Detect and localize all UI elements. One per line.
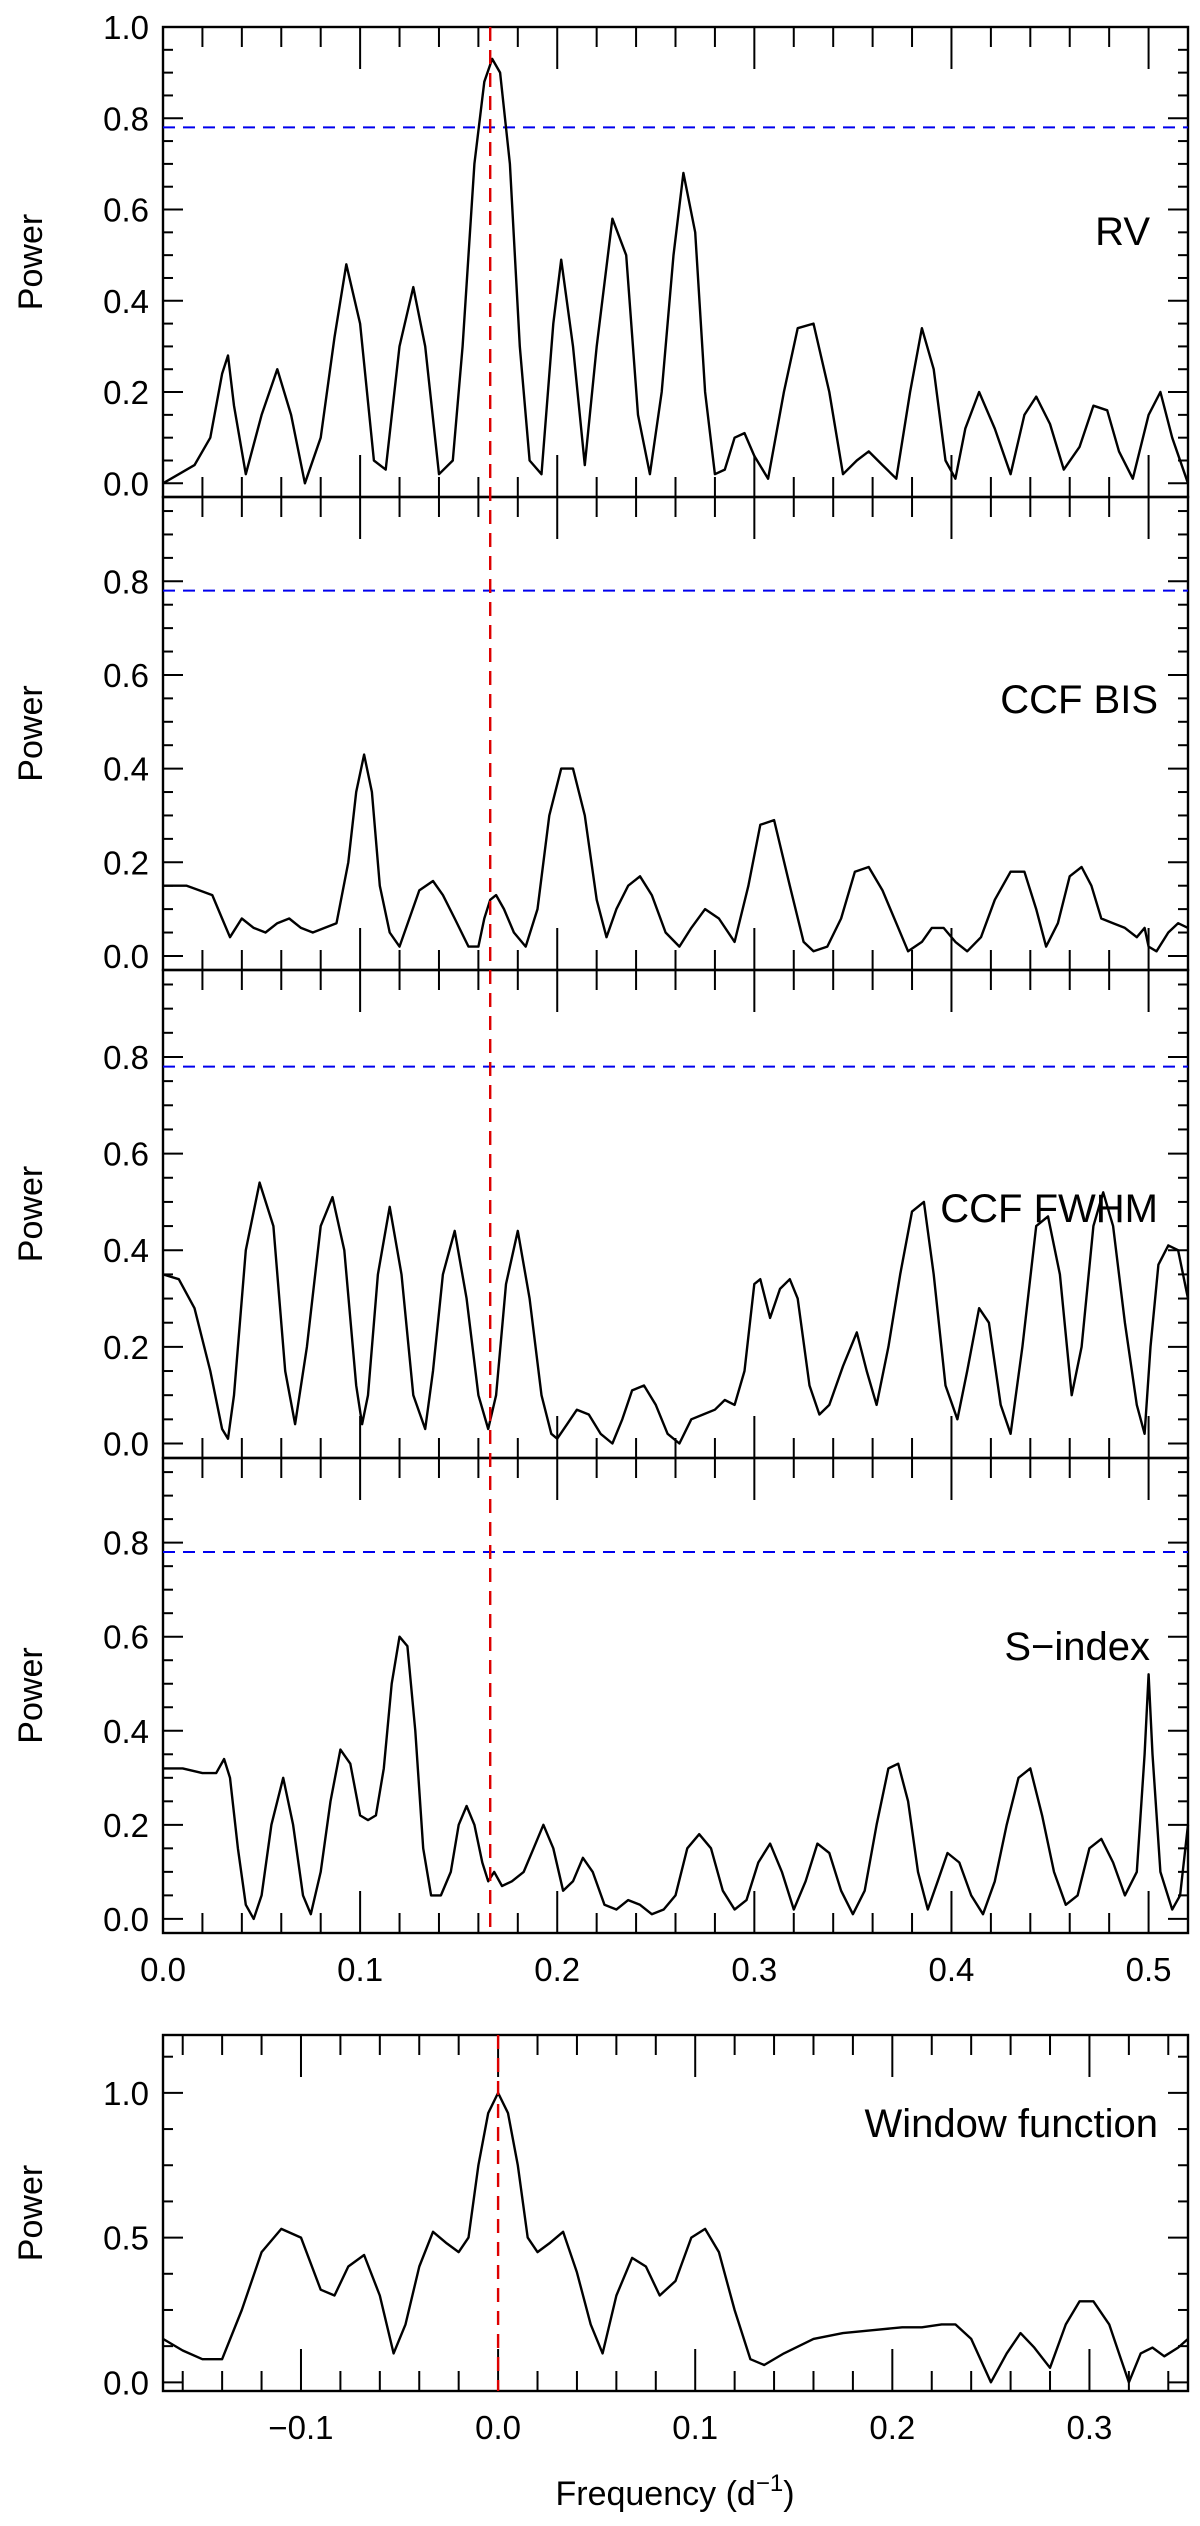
series-line (163, 753, 1189, 953)
y-axis-label: Power (12, 1166, 50, 1262)
y-axis-label: Power (12, 1647, 50, 1743)
plot-frame (161, 2033, 1190, 2393)
y-tick-label: 0.0 (103, 938, 149, 975)
panel-2: 0.0 0.2 0.4 0.6 0.8 Power CCF BIS (12, 495, 1190, 975)
y-axis-label: Power (12, 214, 50, 310)
y-axis-label: Power (12, 2165, 50, 2261)
y-tick-label: 0.4 (103, 1232, 149, 1269)
plot-frame (161, 1456, 1190, 1935)
y-tick-label: 0.6 (103, 192, 149, 229)
plot-frame (161, 25, 1190, 499)
panel-5: 0.0 0.5 1.0 −0.1 0.0 0.1 0.2 0.3 Power Window fun… (12, 2033, 1190, 2446)
y-tick-label: 0.4 (103, 283, 149, 320)
y-tick-label: 0.8 (103, 1525, 149, 1562)
x-tick-label: 0.3 (1067, 2409, 1113, 2446)
series-line (162, 2091, 1189, 2384)
x-tick-label: 0.4 (929, 1951, 975, 1988)
y-tick-label: 0.8 (103, 100, 149, 137)
x-tick-label: 0.2 (869, 2409, 915, 2446)
y-tick-label: 0.4 (103, 751, 149, 788)
series-line (162, 1181, 1190, 1445)
panel-label: CCF FWHM (940, 1187, 1158, 1231)
series-line (163, 1635, 1190, 1921)
y-tick-label: 0.2 (103, 374, 149, 411)
y-tick-label: 0.0 (103, 465, 149, 502)
y-tick-label: 0.8 (103, 1039, 149, 1076)
y-tick-label: 0.0 (103, 2364, 149, 2401)
y-tick-label: 0.2 (103, 1329, 149, 1366)
x-tick-label: 0.1 (337, 1951, 383, 1988)
x-tick-label: 0.3 (731, 1951, 777, 1988)
panel-label: RV (1095, 210, 1150, 254)
x-tick-label: 0.0 (475, 2409, 521, 2446)
y-tick-label: 0.4 (103, 1713, 149, 1750)
y-tick-label: 0.6 (103, 657, 149, 694)
y-tick-label: 0.0 (103, 1426, 149, 1463)
x-tick-label: 0.0 (140, 1951, 186, 1988)
series-line (162, 57, 1190, 485)
panel-label: S−index (1004, 1625, 1150, 1669)
panel-4: 0.0 0.2 0.4 0.6 0.8 0.0 0.1 0.2 0.3 0.4 0.5 Power S−… (12, 1456, 1190, 1988)
y-tick-label: 0.6 (103, 1136, 149, 1173)
y-tick-label: 0.6 (103, 1619, 149, 1656)
y-tick-label: 0.2 (103, 1807, 149, 1844)
y-axis-label: Power (12, 685, 50, 781)
x-tick-label: 0.5 (1126, 1951, 1172, 1988)
y-tick-label: 1.0 (103, 9, 149, 46)
panel-label: Window function (865, 2102, 1158, 2146)
panel-3: 0.0 0.2 0.4 0.6 0.8 Power CCF FWHM (12, 968, 1190, 1463)
x-axis-label: Frequency (d−1) (555, 2470, 794, 2513)
x-tick-label: 0.2 (534, 1951, 580, 1988)
y-tick-label: 0.8 (103, 563, 149, 600)
y-tick-label: 1.0 (103, 2075, 149, 2112)
x-tick-label: 0.1 (672, 2409, 718, 2446)
panel-1: 0.0 0.2 0.4 0.6 0.8 1.0 Power RV (12, 9, 1190, 502)
y-tick-label: 0.5 (103, 2220, 149, 2257)
y-tick-label: 0.0 (103, 1901, 149, 1938)
panel-label: CCF BIS (1000, 678, 1158, 722)
x-tick-label: −0.1 (268, 2409, 333, 2446)
y-tick-label: 0.2 (103, 844, 149, 881)
